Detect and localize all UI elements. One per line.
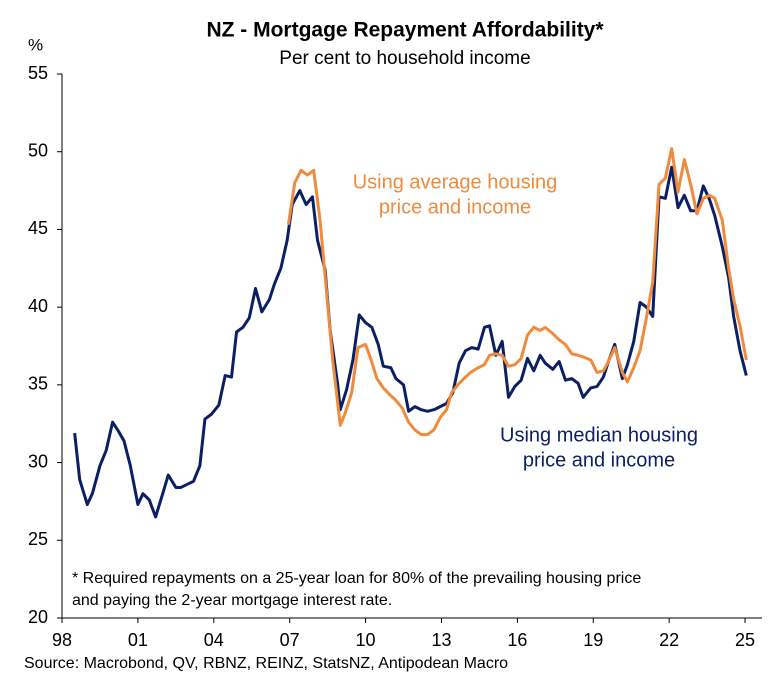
x-tick-label: 07	[280, 630, 300, 650]
series-label: price and income	[379, 196, 531, 218]
chart-title: NZ - Mortgage Repayment Affordability*	[206, 19, 604, 42]
source: Source: Macrobond, QV, RBNZ, REINZ, Stat…	[24, 655, 508, 672]
y-tick-label: 20	[28, 607, 48, 627]
y-tick-label: 55	[28, 63, 48, 83]
x-tick-label: 98	[52, 630, 72, 650]
y-axis-label: %	[28, 35, 43, 54]
y-tick-label: 30	[28, 451, 48, 471]
x-tick-label: 22	[659, 630, 679, 650]
y-tick-label: 35	[28, 374, 48, 394]
y-tick-label: 40	[28, 296, 48, 316]
footnote: and paying the 2-year mortgage interest …	[72, 592, 392, 609]
series-label: Using median housing	[500, 424, 698, 446]
y-tick-label: 25	[28, 529, 48, 549]
series-line	[73, 165, 748, 519]
x-tick-label: 19	[583, 630, 603, 650]
x-tick-label: 13	[431, 630, 451, 650]
y-tick-label: 45	[28, 218, 48, 238]
series-label: price and income	[523, 449, 675, 471]
x-tick-label: 25	[735, 630, 755, 650]
x-tick-label: 10	[356, 630, 376, 650]
series-label: Using average housing	[353, 171, 558, 193]
x-tick-label: 01	[128, 630, 148, 650]
chart-subtitle: Per cent to household income	[279, 48, 530, 69]
y-tick-label: 50	[28, 140, 48, 160]
x-tick-label: 04	[204, 630, 224, 650]
footnote: * Required repayments on a 25-year loan …	[72, 570, 641, 587]
x-tick-label: 16	[507, 630, 527, 650]
series-line	[286, 147, 748, 437]
